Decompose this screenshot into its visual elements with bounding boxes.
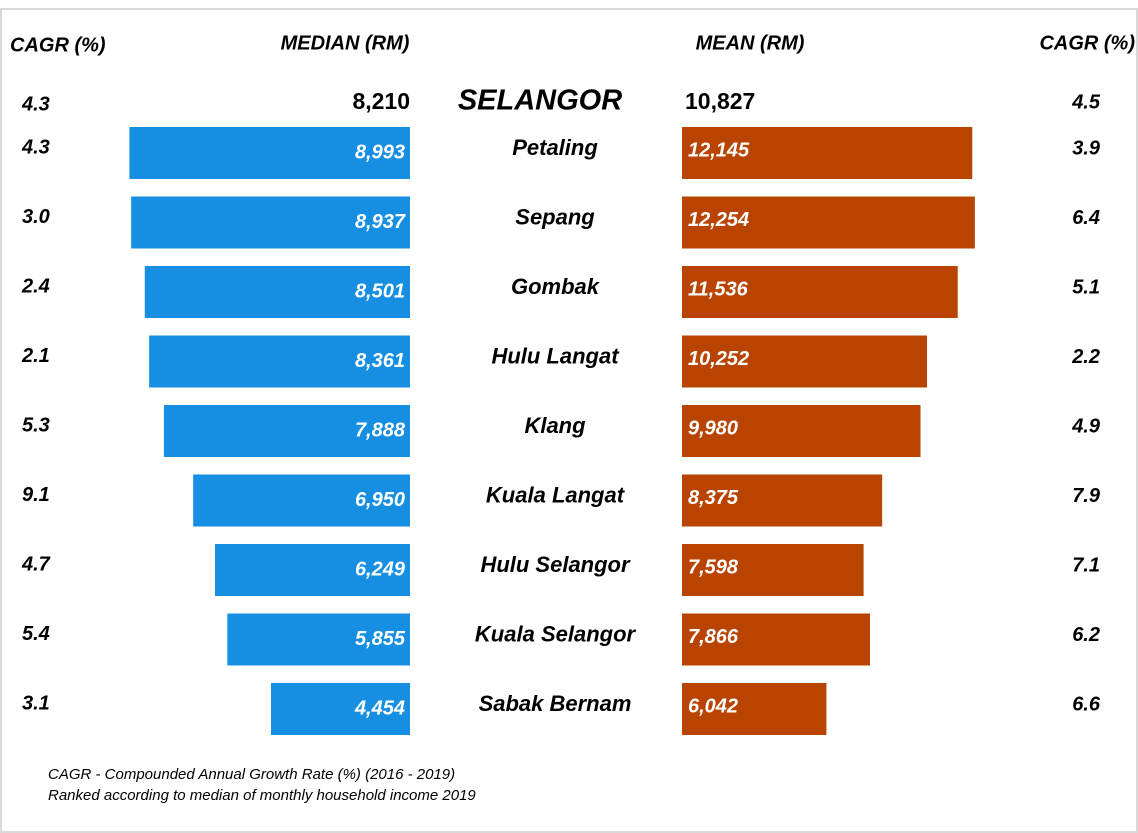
state-cagr: 4.3 bbox=[21, 93, 50, 115]
median-bar bbox=[129, 127, 410, 179]
cagr-label: 6.4 bbox=[1072, 207, 1100, 229]
frame bbox=[0, 8, 1138, 833]
category-label: Hulu Selangor bbox=[480, 552, 631, 577]
median-label: 5,855 bbox=[355, 628, 406, 650]
mean-bar bbox=[682, 405, 921, 457]
mean-header: MEAN (RM) bbox=[696, 32, 805, 54]
cagr-label: 4.9 bbox=[1071, 415, 1101, 437]
note: CAGR - Compounded Annual Growth Rate (%)… bbox=[48, 766, 455, 783]
state-name: SELANGOR bbox=[458, 85, 622, 117]
cagr-label: 6.2 bbox=[1072, 624, 1100, 646]
mean-bar bbox=[682, 335, 928, 388]
state-cagr: 4.5 bbox=[1071, 91, 1101, 113]
mean-label: 9,980 bbox=[688, 417, 738, 439]
mean-bar bbox=[682, 266, 958, 318]
median-label: 6,249 bbox=[355, 558, 406, 580]
category-label: Gombak bbox=[511, 274, 601, 299]
cagr-label: 2.2 bbox=[1071, 346, 1100, 368]
note: Ranked according to median of monthly ho… bbox=[48, 787, 476, 804]
cagr-label: 6.6 bbox=[1072, 693, 1101, 715]
median-bar bbox=[144, 266, 410, 318]
mean-bar bbox=[682, 127, 973, 179]
cagr-label: 7.1 bbox=[1072, 554, 1100, 576]
median-bar bbox=[271, 683, 410, 735]
state-mean: 10,827 bbox=[685, 88, 755, 114]
mean-bar bbox=[682, 544, 864, 596]
median-label: 8,501 bbox=[355, 280, 405, 302]
mean-label: 11,536 bbox=[688, 278, 749, 300]
median-header: MEDIAN (RM) bbox=[281, 32, 410, 54]
category-label: Kuala Langat bbox=[486, 482, 626, 507]
mean-bar bbox=[682, 683, 827, 735]
cagr-label: 4.3 bbox=[21, 136, 50, 158]
cagr-label: 5.3 bbox=[22, 414, 50, 436]
category-label: Hulu Langat bbox=[491, 343, 620, 368]
category-label: Klang bbox=[524, 413, 586, 438]
median-bar bbox=[131, 196, 411, 249]
median-bar bbox=[193, 474, 410, 527]
cagr-label: 2.1 bbox=[21, 345, 50, 367]
mean-label: 8,375 bbox=[688, 487, 739, 509]
mean-label: 6,042 bbox=[688, 695, 738, 717]
mean-bar bbox=[682, 474, 883, 527]
mean-label: 7,866 bbox=[688, 626, 739, 648]
median-label: 8,361 bbox=[355, 350, 405, 372]
median-label: 6,950 bbox=[355, 489, 405, 511]
mean-label: 7,598 bbox=[688, 556, 739, 578]
mean-bar bbox=[682, 613, 870, 666]
cagr-header: CAGR (%) bbox=[1039, 32, 1135, 54]
median-bar bbox=[215, 544, 410, 596]
category-label: Sepang bbox=[515, 204, 595, 229]
median-label: 4,454 bbox=[354, 697, 405, 719]
category-label: Sabak Bernam bbox=[479, 691, 632, 716]
cagr-label: 4.7 bbox=[21, 553, 51, 575]
median-bar bbox=[227, 613, 410, 666]
category-label: Petaling bbox=[512, 135, 598, 160]
mean-label: 12,254 bbox=[688, 209, 749, 231]
cagr-label: 2.4 bbox=[21, 275, 50, 297]
cagr-label: 5.1 bbox=[1072, 276, 1100, 298]
median-bar bbox=[163, 405, 410, 457]
cagr-label: 3.9 bbox=[1072, 137, 1101, 159]
state-median: 8,210 bbox=[352, 88, 410, 114]
cagr-label: 7.9 bbox=[1072, 485, 1101, 507]
median-label: 7,888 bbox=[355, 419, 406, 441]
mean-bar bbox=[682, 196, 975, 249]
cagr-label: 5.4 bbox=[22, 623, 50, 645]
category-label: Kuala Selangor bbox=[475, 621, 637, 646]
cagr-label: 3.1 bbox=[22, 692, 50, 714]
median-label: 8,993 bbox=[355, 141, 405, 163]
median-bar bbox=[149, 335, 411, 388]
cagr-label: 3.0 bbox=[22, 206, 50, 228]
mean-label: 12,145 bbox=[688, 139, 750, 161]
cagr-label: 9.1 bbox=[22, 484, 50, 506]
cagr-header: CAGR (%) bbox=[10, 34, 106, 56]
median-label: 8,937 bbox=[355, 211, 406, 233]
mean-label: 10,252 bbox=[688, 348, 749, 370]
